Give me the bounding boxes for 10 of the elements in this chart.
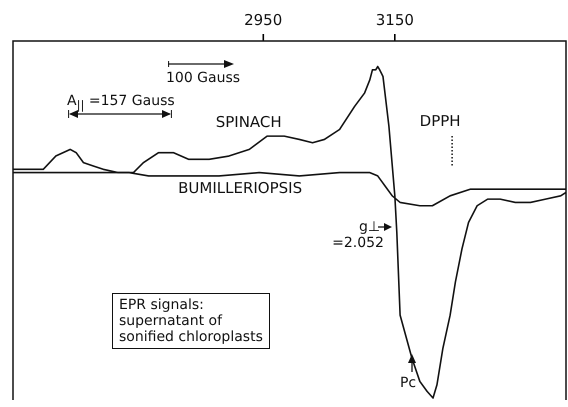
x-tick-label: 3150 <box>376 10 414 29</box>
ref-line-label: DPPH <box>420 112 461 130</box>
annotation: 100 Gauss <box>166 70 240 86</box>
annotation: EPR signals: supernatant of sonified chloroplasts <box>112 293 270 349</box>
series-label: SPINACH <box>216 112 282 131</box>
annotation: A$_{||}$ =157 Gauss <box>67 93 175 113</box>
annotation: Pc <box>400 375 416 392</box>
x-tick-label: 2950 <box>244 10 282 29</box>
annotation: g⊥ =2.052 <box>332 218 384 251</box>
series-label: BUMILLERIOPSIS <box>178 179 302 198</box>
